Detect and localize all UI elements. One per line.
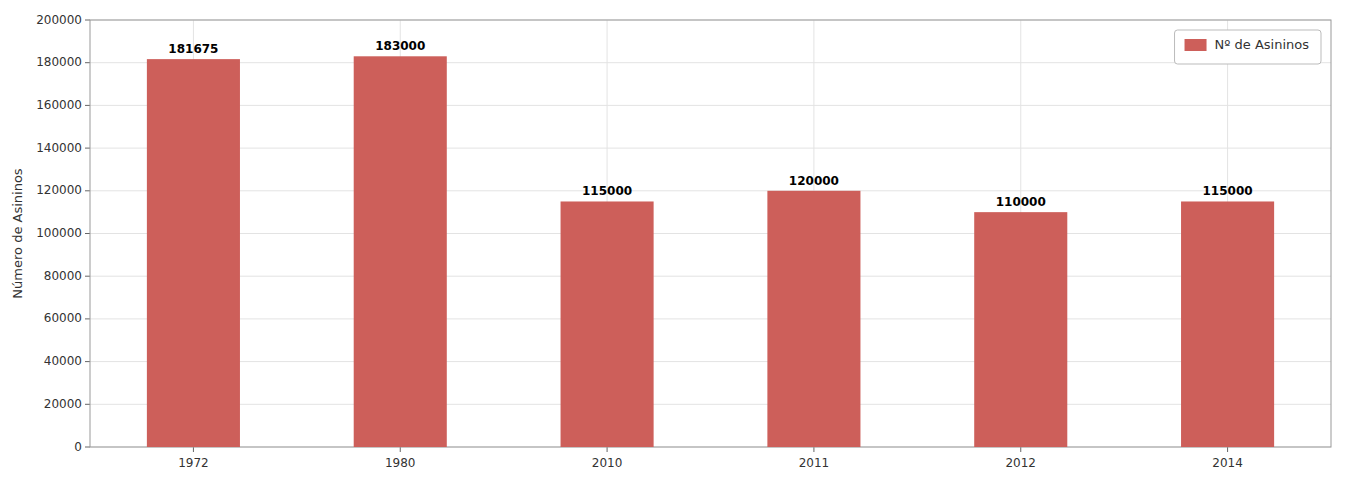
- bars: [147, 56, 1274, 447]
- y-grid-line: [90, 361, 1331, 362]
- y-tick: [85, 361, 90, 362]
- x-tick-label: 2014: [1212, 456, 1243, 470]
- y-grid-line: [90, 62, 1331, 63]
- y-grid-line: [90, 190, 1331, 191]
- y-tick-label: 20000: [44, 397, 82, 411]
- x-tick-label: 2011: [799, 456, 830, 470]
- y-tick-label: 80000: [44, 269, 82, 283]
- x-tick: [607, 447, 608, 452]
- legend-label: Nº de Asininos: [1215, 37, 1310, 52]
- y-tick: [85, 62, 90, 63]
- x-tick: [193, 447, 194, 452]
- y-tick-label: 180000: [36, 55, 82, 69]
- legend: Nº de Asininos: [1175, 30, 1321, 64]
- data-labels: 181675 183000 115000 120000 110000 115000: [168, 39, 1252, 209]
- y-tick-label: 140000: [36, 141, 82, 155]
- x-tick: [400, 447, 401, 452]
- x-tick: [813, 447, 814, 452]
- data-label: 183000: [375, 39, 425, 53]
- data-label: 110000: [996, 195, 1046, 209]
- y-grid-line: [90, 233, 1331, 234]
- y-tick: [85, 105, 90, 106]
- y-tick: [85, 276, 90, 277]
- chart-container: 0 20000 40000 60000 80000 100000 120000 140000 1…: [0, 0, 1351, 492]
- y-tick-label: 120000: [36, 183, 82, 197]
- y-grid-line: [90, 404, 1331, 405]
- y-grid-line: [90, 276, 1331, 277]
- chart-svg: 0 20000 40000 60000 80000 100000 120000 140000 1…: [0, 0, 1351, 492]
- bar: [974, 212, 1067, 447]
- y-grid-line: [90, 105, 1331, 106]
- y-grid-line: [90, 148, 1331, 149]
- y-tick-label: 160000: [36, 98, 82, 112]
- axes: 0 20000 40000 60000 80000 100000 120000 140000 1…: [10, 13, 1331, 471]
- y-tick-label: 60000: [44, 311, 82, 325]
- y-grid-line: [90, 318, 1331, 319]
- y-tick: [85, 404, 90, 405]
- bar: [147, 59, 240, 447]
- y-tick: [85, 190, 90, 191]
- plot-background: [90, 20, 1331, 447]
- x-tick-label: 1972: [178, 456, 209, 470]
- y-axis-label: Número de Asininos: [10, 168, 25, 298]
- x-tick: [1227, 447, 1228, 452]
- y-tick: [85, 20, 90, 21]
- y-tick: [85, 447, 90, 448]
- legend-swatch: [1185, 39, 1207, 51]
- y-tick-label: 100000: [36, 226, 82, 240]
- x-tick-label: 2012: [1005, 456, 1036, 470]
- grid: [90, 20, 1331, 447]
- data-label: 115000: [582, 184, 632, 198]
- y-tick: [85, 318, 90, 319]
- y-tick-label: 40000: [44, 354, 82, 368]
- y-tick: [85, 233, 90, 234]
- data-label: 120000: [789, 174, 839, 188]
- bar: [1181, 201, 1274, 447]
- y-tick-label: 200000: [36, 13, 82, 27]
- plot-frame: [90, 20, 1331, 447]
- x-tick-label: 1980: [385, 456, 416, 470]
- x-tick: [1020, 447, 1021, 452]
- bar: [354, 56, 447, 447]
- bar: [561, 201, 654, 447]
- bar: [767, 191, 860, 447]
- data-label: 181675: [168, 42, 218, 56]
- x-tick-label: 2010: [592, 456, 623, 470]
- y-tick-label: 0: [74, 440, 82, 454]
- legend-box: [1175, 30, 1321, 64]
- y-tick: [85, 148, 90, 149]
- data-label: 115000: [1203, 184, 1253, 198]
